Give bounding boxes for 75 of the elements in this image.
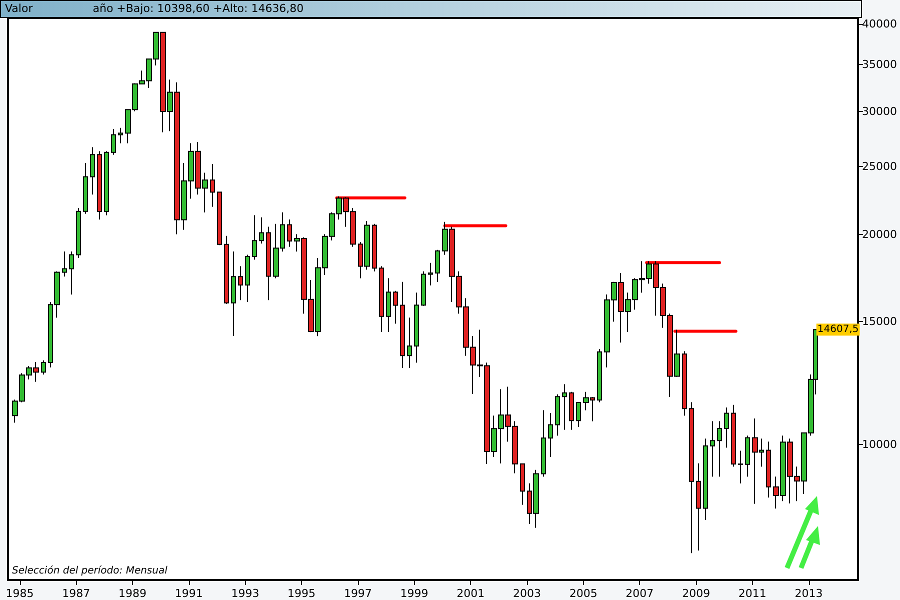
candlestick <box>428 262 433 286</box>
annotation: Selección del período: Mensual <box>12 566 168 576</box>
candlestick <box>766 441 771 498</box>
candlestick <box>414 292 419 364</box>
candlestick <box>210 164 215 208</box>
x-tick-label: 2007 <box>626 587 654 600</box>
x-tick-label: 2005 <box>569 587 598 600</box>
y-tick-label: 40000 <box>862 18 898 31</box>
y-tick-label: 15000 <box>862 315 898 328</box>
x-tick-label: 2001 <box>456 587 485 600</box>
candlestick <box>407 317 412 368</box>
annotation: 14607,5 <box>817 324 859 336</box>
x-tick-label: 2009 <box>682 587 710 600</box>
candlestick <box>266 226 271 301</box>
candlestick <box>548 412 553 458</box>
candlestick <box>69 250 74 296</box>
x-tick-label: 1999 <box>400 587 428 600</box>
x-tick-label: 1993 <box>231 587 260 600</box>
candlestick <box>710 420 715 478</box>
candlestick <box>238 266 243 301</box>
candlestick <box>745 435 750 478</box>
y-tick-label: 20000 <box>862 228 898 241</box>
candlestick <box>379 266 384 332</box>
candlestick <box>717 420 722 478</box>
candlestick <box>569 391 574 430</box>
candlestick <box>76 208 81 258</box>
candlestick <box>520 462 525 506</box>
candlestick <box>83 162 88 214</box>
candlestick <box>372 223 377 272</box>
candlestick <box>724 407 729 448</box>
x-tick-label: 1989 <box>118 587 147 600</box>
candlestick <box>400 281 405 368</box>
candlestick <box>696 462 701 551</box>
chart-title: Valor <box>5 2 33 15</box>
candlestick <box>62 250 67 278</box>
y-tick-label: 25000 <box>862 160 898 174</box>
x-tick-label: 1985 <box>6 587 34 600</box>
candlestick <box>386 278 391 332</box>
candlestick <box>731 404 736 468</box>
y-tick-label: 30000 <box>862 104 898 118</box>
candlestick <box>224 235 229 304</box>
x-tick-label: 1987 <box>62 587 90 600</box>
candlestick <box>104 150 109 216</box>
x-tick-label: 2011 <box>738 587 766 600</box>
x-tick-label: 1991 <box>174 587 203 600</box>
y-tick-label: 35000 <box>862 58 898 72</box>
x-tick-label: 1995 <box>288 587 316 600</box>
candlestick <box>393 290 398 324</box>
candlestick <box>576 402 581 428</box>
candlestick <box>90 146 95 196</box>
x-tick-label: 1997 <box>344 587 372 600</box>
x-tick-label: 2003 <box>512 587 541 600</box>
candlestick <box>421 270 426 306</box>
candlestick <box>703 438 708 520</box>
y-tick-label: 10000 <box>862 438 898 452</box>
candlestick <box>435 249 440 282</box>
candlestick <box>738 450 743 484</box>
candlestick <box>217 191 222 246</box>
x-tick-label: 2013 <box>794 587 823 600</box>
candlestick <box>41 360 46 375</box>
candlestick <box>111 128 116 156</box>
candlestick <box>252 214 257 260</box>
candlestick <box>97 150 102 220</box>
candlestick <box>259 216 264 244</box>
candlestick <box>555 394 560 436</box>
candlestick <box>287 219 292 248</box>
candlestick <box>689 402 694 554</box>
candlestick <box>118 127 123 144</box>
candlestick <box>597 348 602 403</box>
candlestick <box>541 410 546 478</box>
candlestick <box>245 254 250 303</box>
candlestick <box>682 350 687 416</box>
candlestick <box>562 384 567 430</box>
chart-subtitle: año +Bajo: 10398,60 +Alto: 14636,80 <box>92 2 304 15</box>
candlestick <box>231 250 236 336</box>
